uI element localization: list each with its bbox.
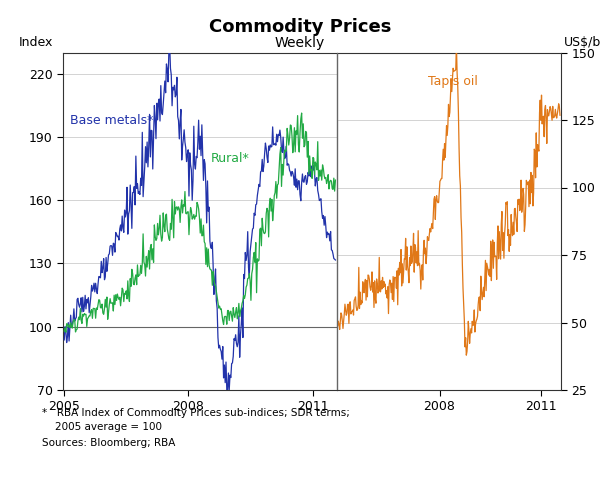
Text: *   RBA Index of Commodity Prices sub-indices; SDR terms;: * RBA Index of Commodity Prices sub-indi… [42,408,350,418]
Text: Base metals*: Base metals* [70,114,154,127]
Text: Weekly: Weekly [275,36,325,50]
Text: Tapis oil: Tapis oil [428,75,478,88]
Text: 2005 average = 100: 2005 average = 100 [42,422,162,432]
Text: Rural*: Rural* [211,152,250,165]
Text: Index: Index [19,36,53,49]
Text: Sources: Bloomberg; RBA: Sources: Bloomberg; RBA [42,438,175,448]
Text: Commodity Prices: Commodity Prices [209,18,391,36]
Text: US$/b: US$/b [564,36,600,49]
